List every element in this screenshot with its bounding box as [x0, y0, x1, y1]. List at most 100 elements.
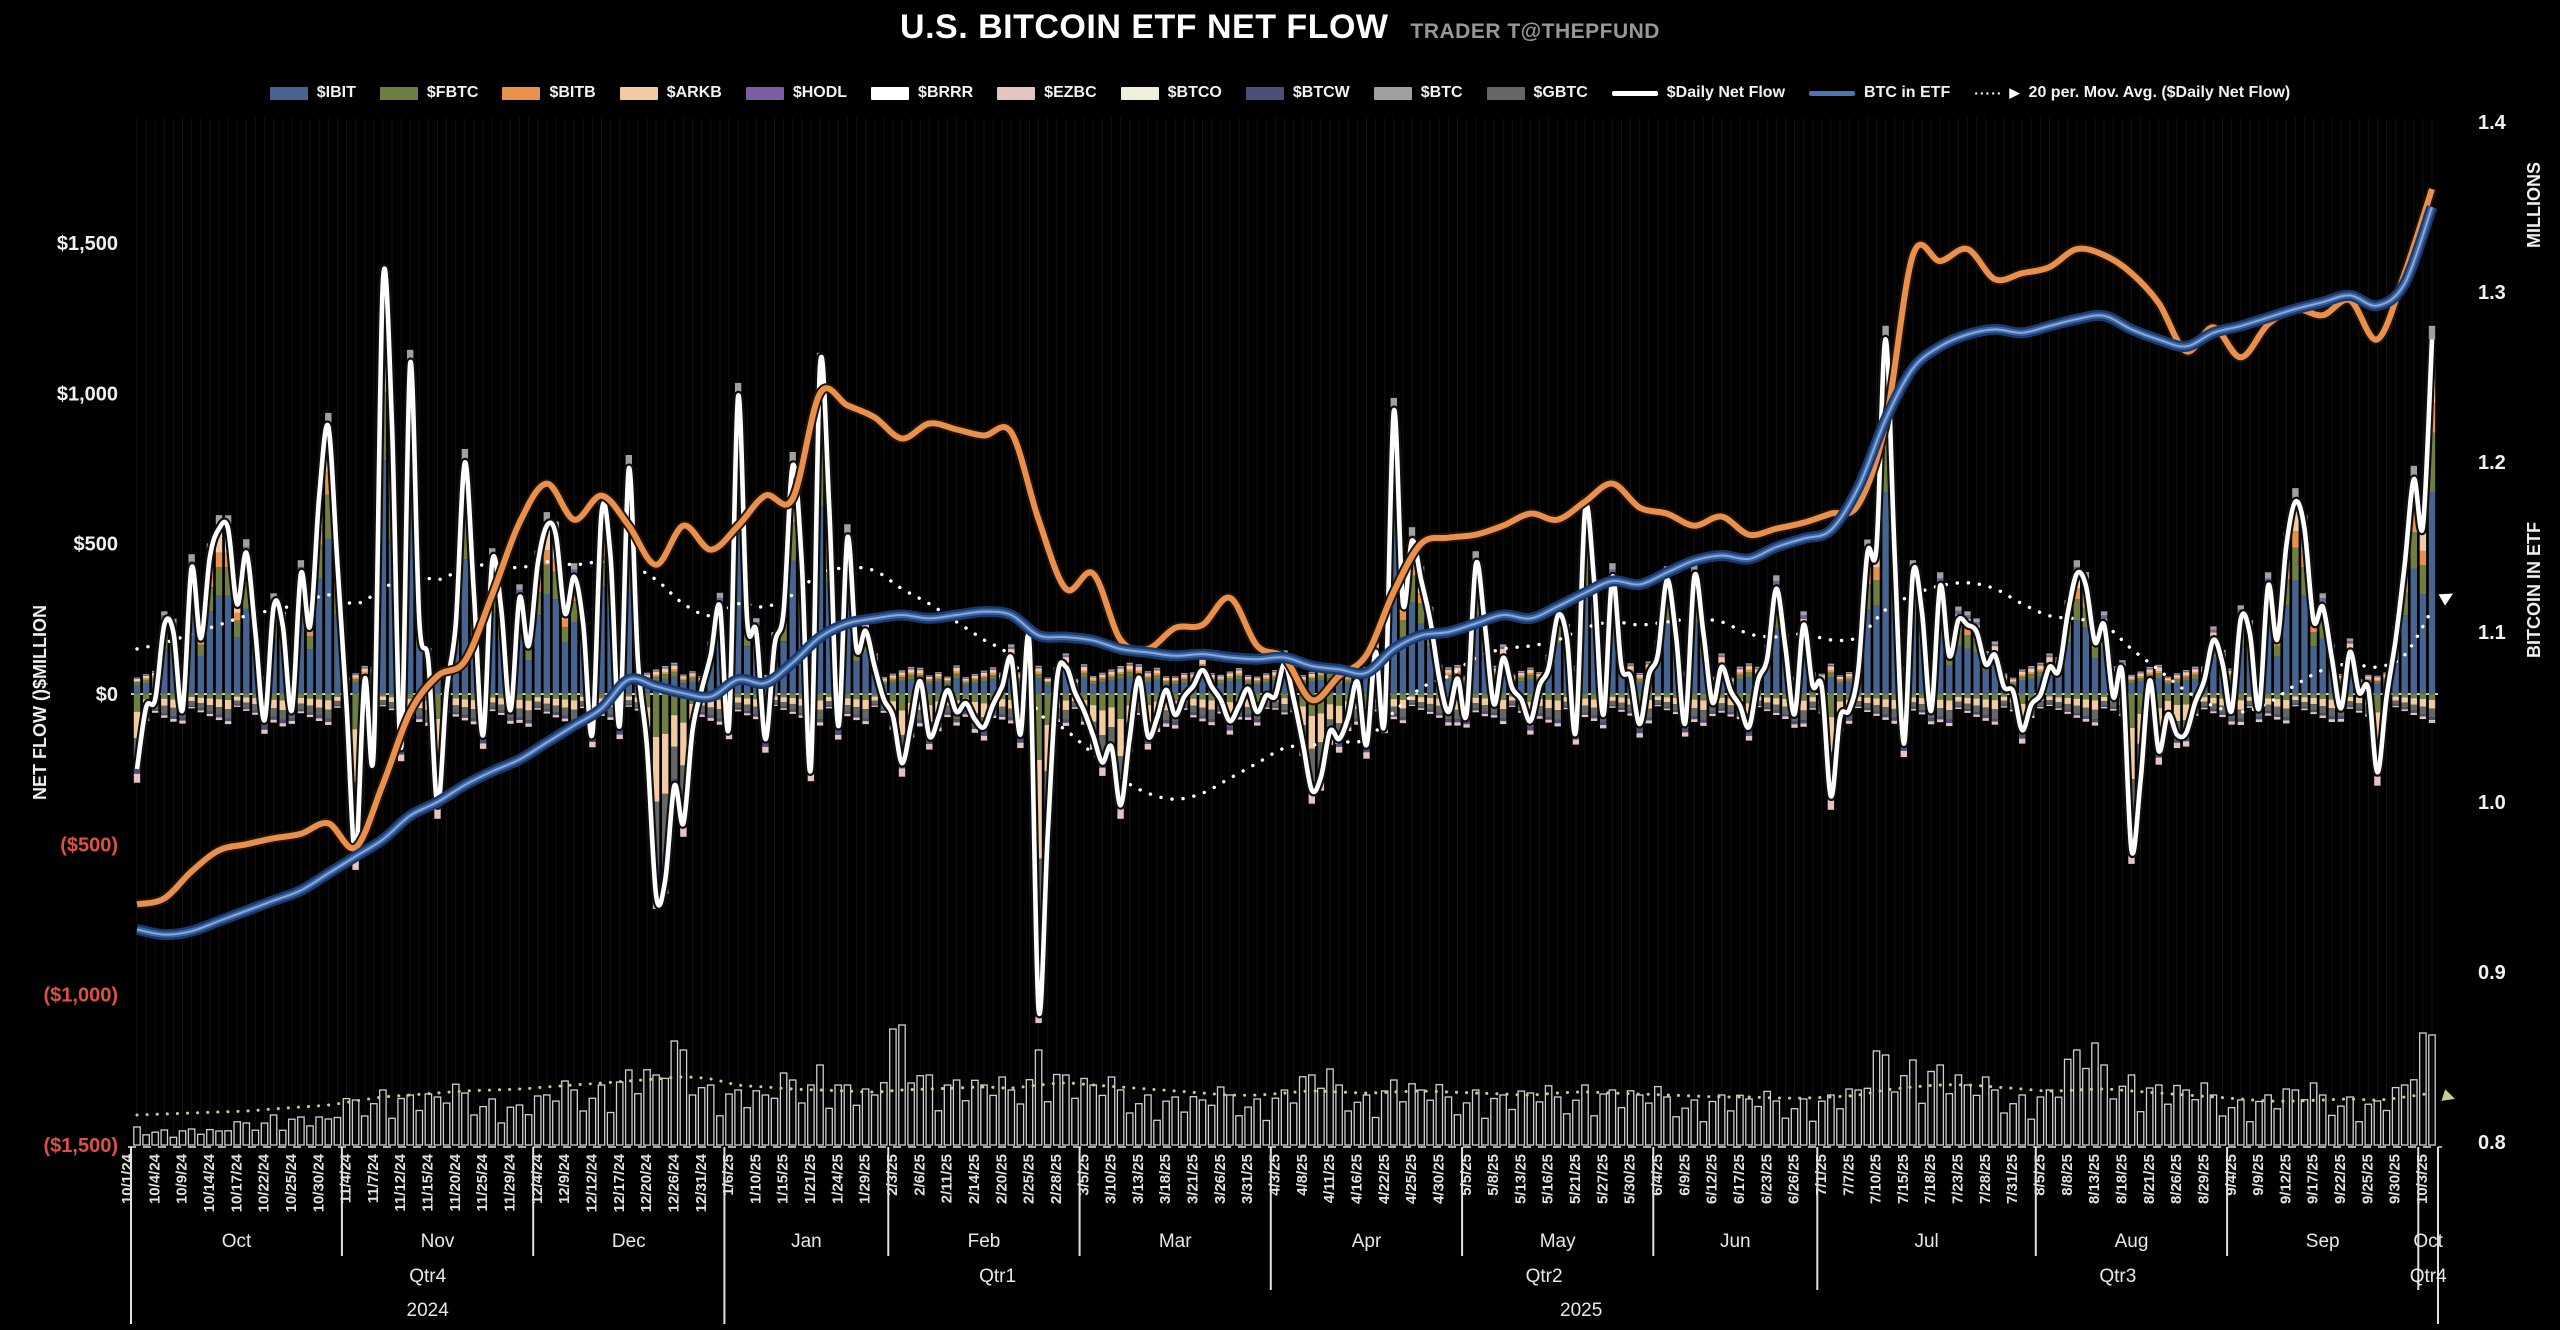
etf-flow-bar-segment [935, 676, 942, 679]
etf-flow-bar-segment [2301, 567, 2308, 596]
etf-flow-bar-segment-negative [944, 712, 951, 715]
etf-flow-bar-segment-negative [1417, 694, 1425, 698]
etf-flow-bar-segment-negative [206, 714, 214, 717]
etf-flow-bar-segment [2019, 669, 2026, 671]
etf-flow-bar-segment-negative [607, 714, 614, 718]
etf-flow-bar-segment-negative [1809, 701, 1816, 707]
etf-flow-bar-segment-negative [625, 694, 632, 697]
x-axis-date-label: 2/20/25 [993, 1154, 1010, 1204]
etf-flow-bar-segment-negative [1982, 715, 1989, 719]
bottom-volume-bar [925, 1074, 934, 1146]
etf-flow-bar-segment [1964, 615, 1971, 619]
etf-flow-bar-segment [1773, 581, 1780, 586]
etf-flow-bar-segment [2146, 669, 2153, 673]
etf-flow-bar-segment [2128, 675, 2135, 677]
etf-flow-bar-segment [1773, 628, 1780, 694]
etf-flow-bar-segment-negative [871, 694, 878, 697]
legend-label: $BITB [549, 84, 596, 101]
x-axis-date-label: 3/26/25 [1212, 1154, 1229, 1204]
bottom-volume-bar [2173, 1084, 2181, 1146]
bottom-volume-bar [233, 1121, 242, 1146]
etf-flow-bar-segment [1845, 681, 1853, 694]
etf-flow-bar-segment [1172, 681, 1179, 685]
etf-flow-bar-segment-negative [543, 711, 550, 714]
btc-in-etf-line-highlight [136, 206, 2433, 936]
etf-flow-bar-segment-negative [1927, 721, 1935, 725]
bottom-volume-bar [2018, 1094, 2027, 1146]
etf-flow-bar-segment [1172, 680, 1179, 682]
bottom-volume-bar [643, 1069, 651, 1146]
etf-flow-bar-segment-negative [853, 714, 860, 718]
etf-flow-bar-segment-negative [188, 694, 195, 697]
etf-flow-bar-segment [734, 382, 742, 399]
etf-flow-bar-segment [898, 680, 906, 694]
bottom-volume-bar [2009, 1103, 2017, 1146]
etf-flow-bar-segment [1099, 673, 1106, 675]
etf-flow-bar-segment [243, 584, 250, 609]
etf-flow-bar-segment-negative [133, 711, 141, 739]
etf-flow-bar-segment-negative [798, 694, 805, 699]
etf-flow-bar-segment-negative [570, 700, 578, 710]
etf-flow-bar-segment-negative [753, 706, 760, 715]
etf-flow-bar-segment-negative [534, 701, 541, 707]
etf-flow-bar-segment [570, 563, 578, 570]
etf-flow-bar-segment [416, 646, 423, 694]
bottom-volume-bar [415, 1109, 424, 1146]
etf-flow-bar-segment-negative [2319, 715, 2326, 718]
etf-flow-bar-segment-negative [2046, 700, 2053, 704]
etf-flow-bar-segment [489, 548, 496, 556]
etf-flow-bar-segment [1126, 676, 1133, 694]
etf-flow-bar-segment-negative [2100, 705, 2108, 707]
bottom-volume-bar [1116, 1089, 1125, 1146]
etf-flow-bar-segment [1454, 666, 1461, 668]
etf-flow-bar-segment [1062, 653, 1070, 656]
etf-flow-bar-segment-negative [1254, 722, 1261, 726]
x-axis-date-label: 5/16/25 [1540, 1154, 1557, 1204]
etf-flow-bar-segment-negative [1436, 713, 1443, 716]
etf-flow-bar-segment [1454, 664, 1461, 667]
etf-flow-bar-segment-negative [1782, 694, 1789, 699]
etf-flow-bar-segment-negative [1909, 707, 1917, 709]
etf-flow-bar-segment-negative [2000, 700, 2008, 705]
etf-flow-bar-segment-negative [1672, 710, 1680, 713]
etf-flow-bar-segment-negative [2419, 714, 2427, 717]
etf-flow-bar-segment [652, 674, 660, 677]
etf-flow-bar-segment [1636, 682, 1643, 694]
etf-flow-bar-segment-negative [844, 705, 851, 712]
etf-flow-bar-segment-negative [252, 704, 259, 711]
bottom-volume-bar [1062, 1074, 1070, 1146]
etf-flow-bar-segment-negative [2255, 716, 2263, 720]
etf-flow-bar-segment [2374, 683, 2381, 694]
etf-flow-bar-segment [853, 652, 860, 662]
etf-flow-bar-segment-negative [315, 715, 323, 719]
etf-flow-bar-segment-negative [1062, 719, 1070, 723]
etf-flow-bar-segment [1181, 673, 1188, 675]
bottom-volume-bar [1034, 1049, 1043, 1146]
etf-flow-bar-segment-negative [516, 699, 523, 709]
etf-flow-bar-segment-negative [2100, 694, 2108, 697]
etf-flow-bar-segment-negative [2392, 694, 2399, 697]
etf-flow-bar-segment [379, 460, 387, 694]
bottom-volume-bar [852, 1104, 861, 1146]
etf-flow-bar-segment [2155, 671, 2162, 674]
etf-flow-bar-segment-negative [1354, 721, 1361, 725]
bottom-volume-bar [1253, 1098, 1262, 1146]
etf-flow-bar-segment [643, 674, 651, 678]
etf-flow-bar-segment [1636, 674, 1643, 678]
etf-flow-bar-segment-negative [1554, 694, 1561, 701]
bottom-volume-bar [324, 1118, 333, 1146]
etf-flow-bar-segment [1272, 670, 1279, 672]
etf-flow-bar-segment [944, 678, 951, 681]
etf-flow-bar-segment [971, 679, 979, 683]
etf-flow-bar-segment-negative [1481, 698, 1489, 706]
etf-flow-bar-segment-negative [133, 773, 141, 783]
etf-flow-bar-segment-negative [1281, 710, 1288, 713]
etf-flow-bar-segment [2028, 671, 2035, 675]
etf-flow-bar-segment-negative [1800, 710, 1807, 721]
bottom-volume-bar [1399, 1101, 1407, 1146]
etf-flow-bar-segment [1818, 674, 1825, 676]
bottom-volume-bar [1307, 1074, 1316, 1146]
etf-flow-bar-segment-negative [1654, 703, 1662, 706]
bottom-volume-bar [1927, 1070, 1935, 1146]
etf-flow-bar-segment [880, 677, 887, 679]
